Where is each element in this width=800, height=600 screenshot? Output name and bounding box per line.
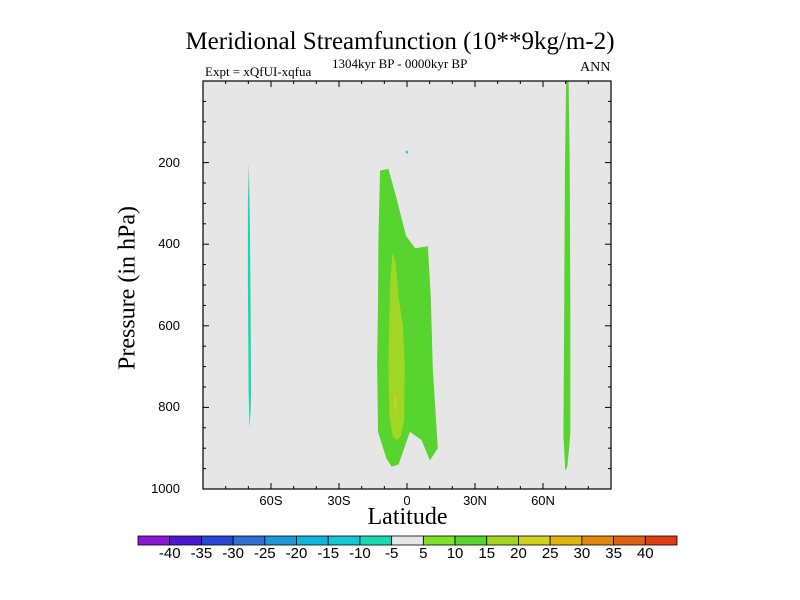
colorbar-swatch [454,535,488,546]
colorbar-label: -20 [285,545,308,562]
axis-ticks [203,81,611,490]
positive-cell-tropical-core [394,393,397,412]
colorbar-label: 25 [541,545,559,562]
colorbar-swatch [359,535,393,546]
colorbar-label: -40 [158,545,181,562]
positive-cell-northern [563,81,571,471]
colorbar-swatch [581,535,614,546]
colorbar-label: -5 [384,545,399,562]
colorbar-label: 30 [573,545,591,562]
x-tick-label: 0 [403,493,411,508]
season-label: ANN [580,60,611,75]
x-tick-label: 60S [259,493,283,508]
colorbar-label: 5 [419,545,428,562]
y-tick-label: 1000 [151,481,180,496]
x-axis-label: Latitude [367,504,448,530]
colorbar-label: -30 [222,545,244,562]
colorbar-swatch [549,535,583,546]
time-range-label: 1304kyr BP - 0000kyr BP [332,56,468,71]
colorbar-label: 35 [605,545,622,562]
colorbar-swatch [327,535,361,546]
colorbar-swatch [264,535,297,546]
colorbar-swatch [422,535,456,546]
colorbar-swatch [201,535,234,546]
colorbar-swatch [486,535,519,546]
chart-title: Meridional Streamfunction (10**9kg/m-2) [185,28,615,55]
colorbar-swatch [137,535,171,546]
contour-features [247,81,571,471]
x-tick-label: 30N [463,493,487,508]
colorbar-label: -25 [253,545,276,562]
experiment-label: Expt = xQfUI-xqfua [205,64,312,79]
x-tick-label: 60N [531,493,555,508]
y-tick-label: 200 [158,154,180,170]
positive-cell-tropical-inner [388,252,405,440]
y-tick-label: 600 [158,317,180,333]
colorbar-swatch [518,535,551,546]
negative-cell-southern [247,162,252,428]
colorbar-label: 20 [510,545,527,562]
colorbar-label: -35 [190,545,213,562]
colorbar-label: 40 [636,545,654,562]
y-axis-label: Pressure (in hPa) [114,206,141,370]
colorbar-label: -10 [349,545,371,562]
colorbar-label: 15 [478,545,496,562]
colorbar-label: 10 [446,545,464,562]
colorbar-label: -15 [317,545,340,562]
colorbar [137,535,678,546]
colorbar-swatch [644,535,678,546]
colorbar-swatch [296,535,329,546]
negative-speck [405,150,409,155]
x-tick-label: 30S [327,493,351,508]
colorbar-swatch [391,535,424,546]
y-tick-label: 800 [158,399,180,415]
colorbar-swatch [169,535,202,546]
colorbar-swatch [232,535,266,546]
y-tick-label: 400 [158,236,180,252]
colorbar-swatch [613,535,646,546]
